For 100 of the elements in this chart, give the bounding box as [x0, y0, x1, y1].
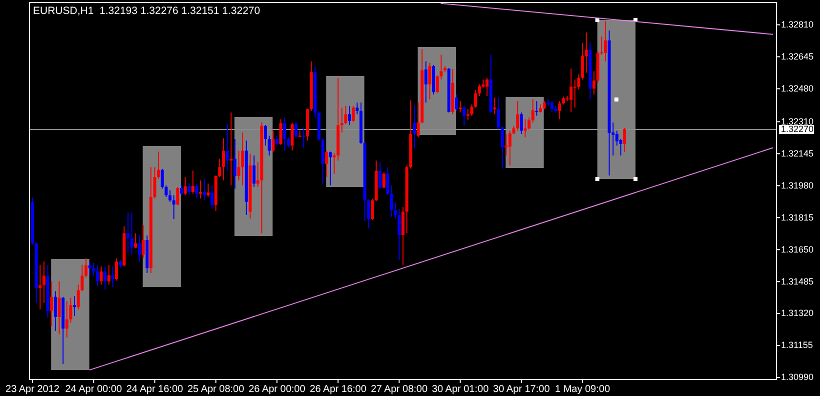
y-tick-label: 1.31320 [781, 308, 814, 318]
candlestick [126, 212, 130, 254]
candlestick [272, 130, 275, 152]
candlestick [252, 155, 256, 188]
candlestick [500, 126, 504, 169]
y-tick-label: 1.31815 [781, 212, 814, 222]
candlestick [356, 102, 359, 115]
candlestick [486, 77, 489, 97]
candlestick [233, 138, 236, 190]
candlestick [531, 98, 534, 124]
candlestick [352, 105, 355, 122]
candlestick [325, 150, 328, 178]
candlestick [50, 280, 54, 327]
candlestick [279, 118, 282, 146]
candlestick [592, 70, 596, 95]
y-tick-label: 1.31485 [781, 276, 814, 286]
candlestick [264, 124, 267, 146]
candlestick [54, 290, 57, 332]
candlestick [92, 262, 96, 277]
candlestick [88, 261, 92, 276]
candlestick [504, 134, 508, 156]
candlestick [412, 104, 416, 149]
candlestick [172, 194, 176, 220]
y-tick-label: 1.32310 [781, 116, 814, 126]
candlestick [493, 97, 496, 115]
candlestick [130, 212, 134, 256]
candlestick [191, 170, 194, 194]
candlestick [478, 84, 481, 97]
ref-line-label: 1.32270 [781, 124, 814, 134]
candlestick [496, 97, 500, 130]
candlestick [206, 183, 210, 198]
y-tick-label: 1.32645 [781, 51, 814, 62]
y-tick-label: 1.32810 [781, 19, 814, 30]
candlestick [65, 300, 68, 338]
x-tick-label: 24 Apr 00:00 [65, 384, 122, 395]
candlestick [134, 232, 138, 249]
candlestick [180, 184, 183, 196]
y-tick-label: 1.31155 [781, 340, 813, 350]
candlestick [100, 266, 103, 286]
candlestick [294, 121, 298, 139]
candlestick [38, 264, 42, 310]
candlestick [623, 127, 626, 153]
candlestick [302, 126, 306, 149]
candlestick [382, 172, 386, 189]
candlestick [604, 20, 607, 62]
candlestick [520, 112, 523, 134]
y-tick-label: 1.32480 [781, 83, 814, 94]
candlestick [58, 280, 61, 335]
candlestick [188, 183, 191, 196]
candlestick [111, 266, 114, 288]
candlestick [176, 186, 180, 206]
x-tick-label: 30 Apr 17:00 [493, 384, 550, 395]
candlestick [290, 122, 294, 152]
candlestick [210, 184, 214, 209]
candlestick [332, 152, 336, 174]
candlestick [275, 135, 278, 146]
y-tick-label: 1.32145 [781, 148, 814, 158]
candlestick [348, 105, 352, 126]
x-tick-label: 30 Apr 01:00 [432, 384, 490, 395]
candlestick [390, 184, 394, 218]
candlestick [107, 264, 110, 286]
candlestick [462, 105, 466, 126]
candlestick [378, 162, 382, 190]
candlestick [241, 132, 244, 186]
x-tick-label: 24 Apr 16:00 [126, 384, 184, 395]
x-tick-label: 25 Apr 08:00 [187, 384, 245, 395]
candlestick [115, 258, 118, 282]
candlestick [268, 135, 271, 156]
candlestick [195, 183, 198, 200]
x-tick-label: 1 May 09:00 [554, 384, 610, 395]
candlestick [402, 206, 404, 266]
candlestick [226, 124, 229, 171]
candlestick [535, 100, 538, 116]
candlestick [466, 108, 470, 120]
candlestick [428, 62, 432, 100]
candlestick [286, 136, 290, 148]
candlestick [386, 166, 390, 196]
candlestick [550, 100, 554, 112]
candlestick [328, 151, 332, 186]
candlestick [581, 42, 584, 80]
candlestick [454, 94, 458, 112]
y-tick-label: 1.30990 [781, 372, 814, 382]
candlestick [558, 100, 562, 120]
candlestick [516, 100, 520, 132]
candlestick [73, 296, 76, 317]
x-tick-label: 23 Apr 2012 [6, 384, 60, 395]
candlestick [157, 151, 160, 180]
candlestick [168, 190, 172, 202]
y-tick-label: 1.31980 [781, 180, 814, 190]
x-tick-label: 26 Apr 00:00 [248, 384, 306, 395]
candlestick [528, 117, 531, 130]
candlestick [283, 117, 286, 152]
candlestick [424, 60, 428, 104]
candlestick [184, 176, 187, 196]
candlestick [138, 234, 141, 262]
candlestick [142, 224, 145, 259]
x-tick-label: 27 Apr 08:00 [370, 384, 428, 395]
candlestick [340, 107, 344, 133]
candlestick [96, 264, 99, 287]
candlestick [222, 138, 225, 181]
